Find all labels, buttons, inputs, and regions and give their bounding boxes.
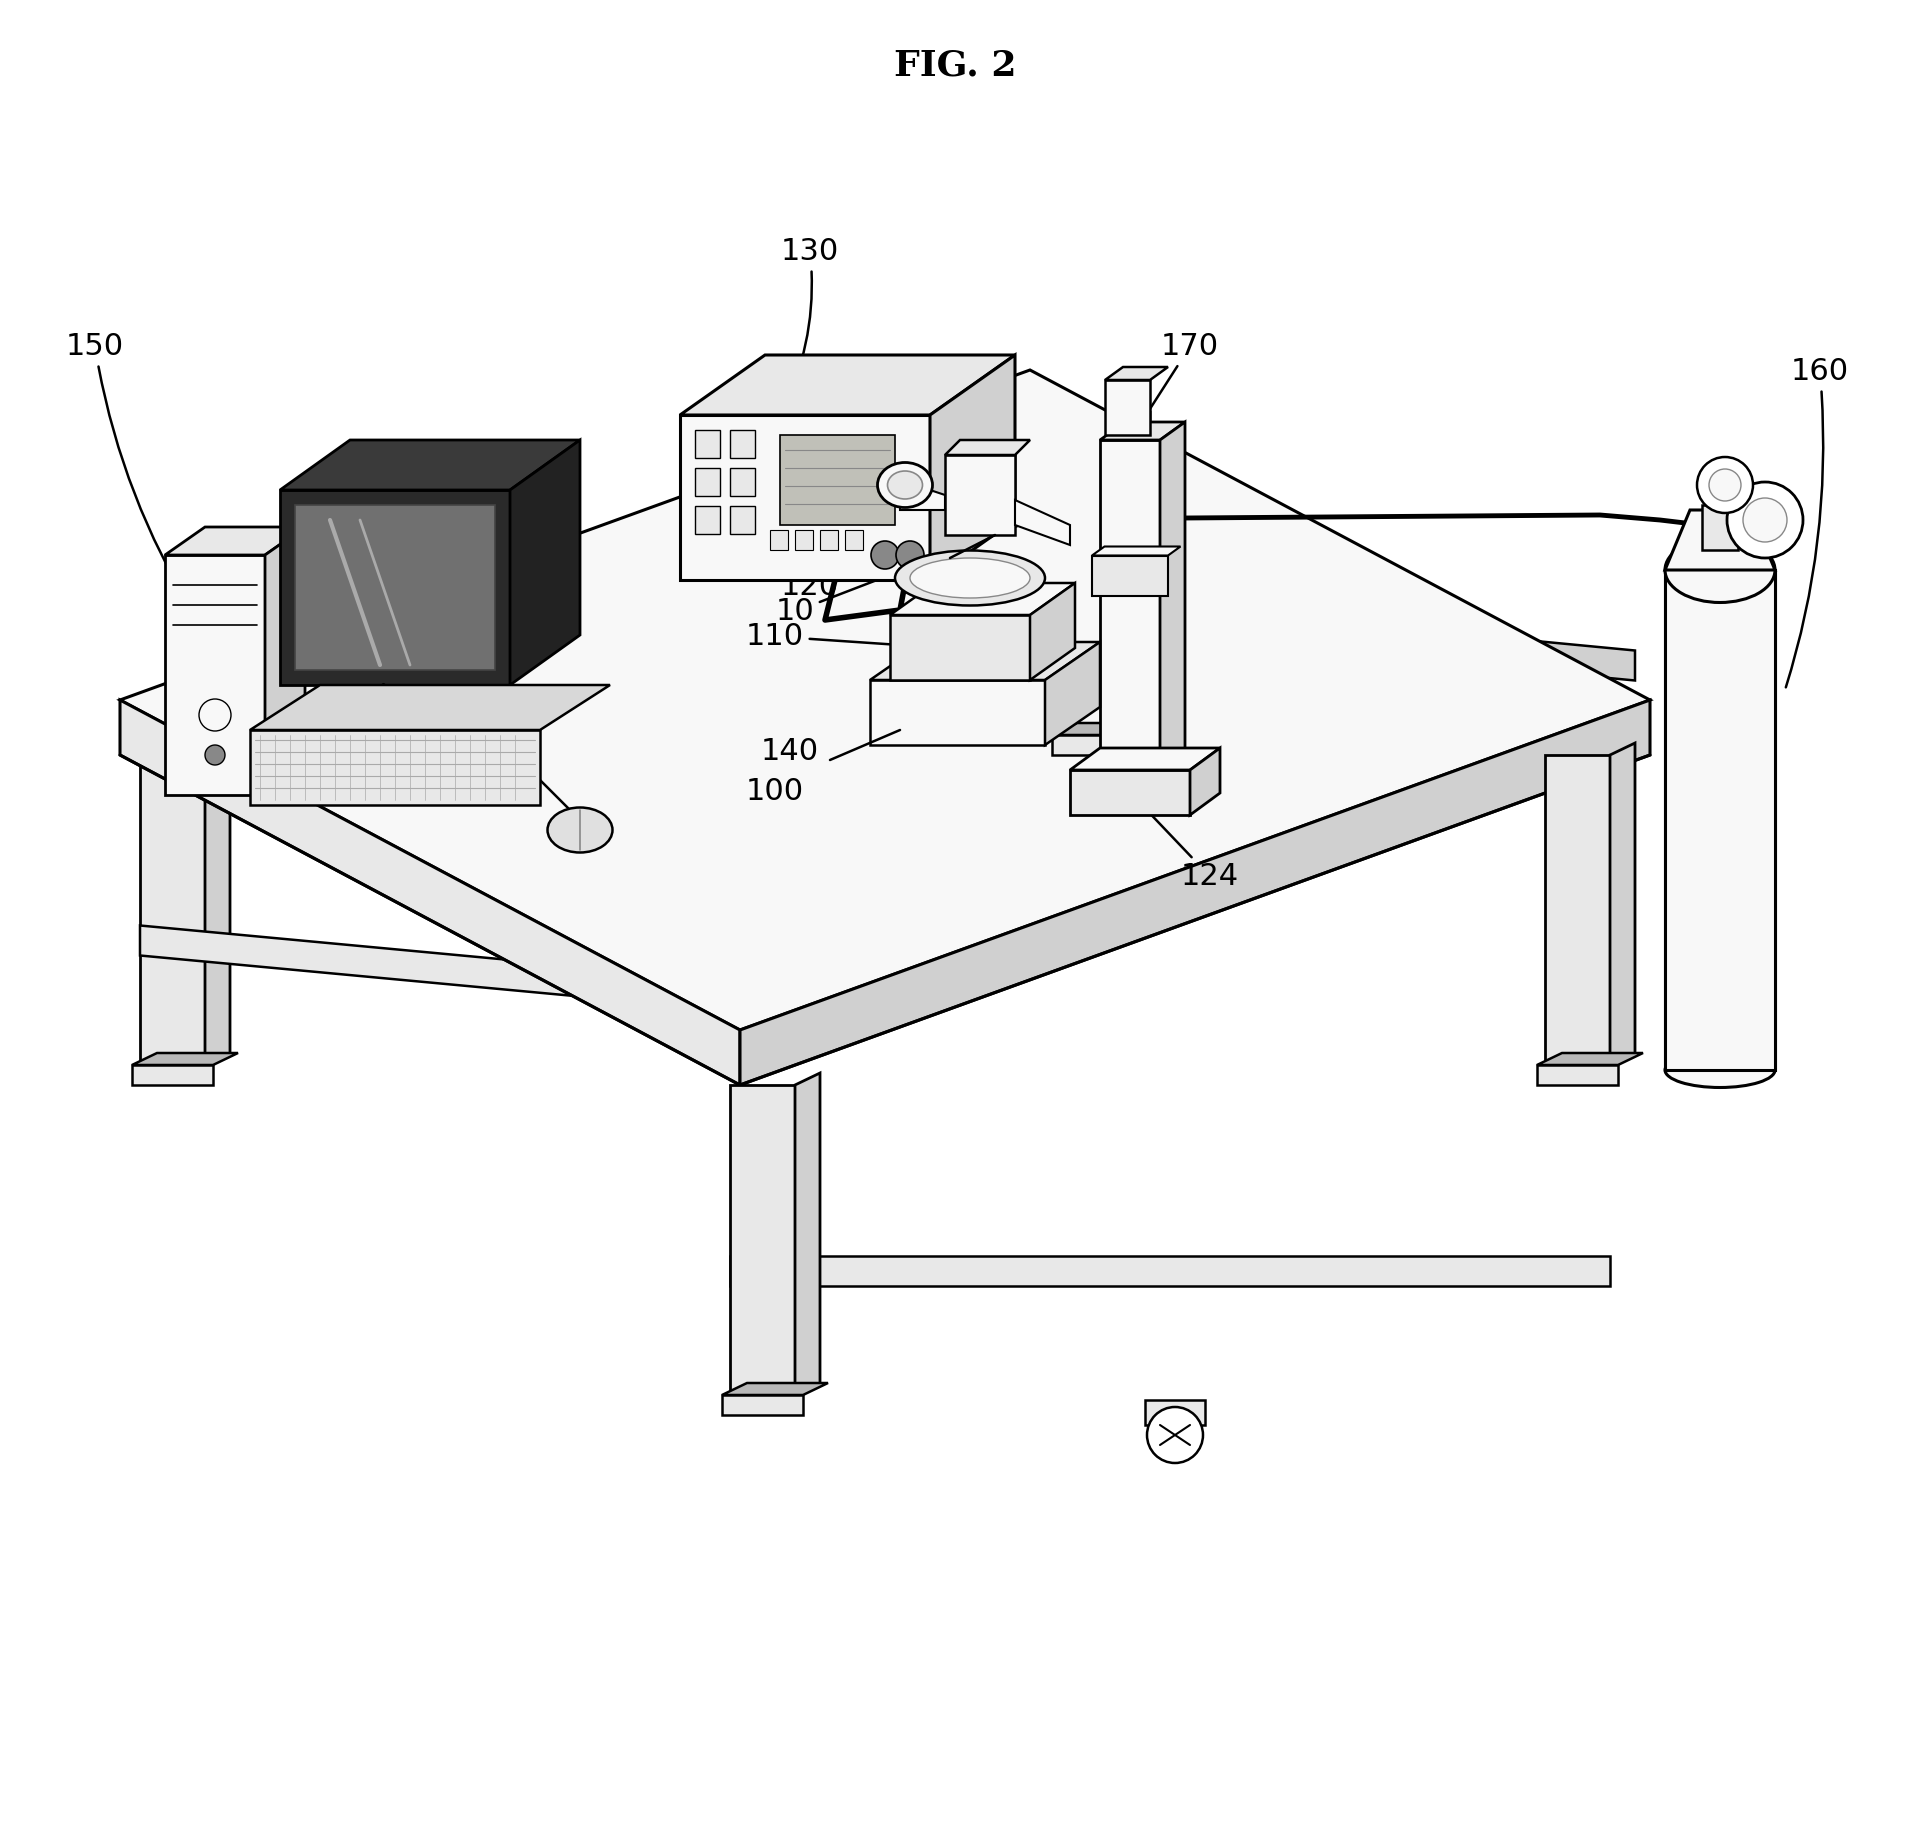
Polygon shape xyxy=(204,743,229,1066)
Ellipse shape xyxy=(877,462,933,507)
Polygon shape xyxy=(730,506,755,535)
Polygon shape xyxy=(1664,509,1775,569)
Polygon shape xyxy=(1609,743,1636,1066)
Polygon shape xyxy=(730,1256,1609,1285)
Polygon shape xyxy=(730,1086,795,1394)
Polygon shape xyxy=(120,701,740,1086)
Polygon shape xyxy=(344,721,445,739)
Polygon shape xyxy=(1091,555,1168,595)
Ellipse shape xyxy=(1664,538,1775,602)
Polygon shape xyxy=(1101,440,1160,770)
Polygon shape xyxy=(696,467,720,496)
Polygon shape xyxy=(946,454,1015,535)
Polygon shape xyxy=(931,356,1015,580)
Circle shape xyxy=(204,745,225,765)
Text: 124: 124 xyxy=(1131,794,1238,891)
Polygon shape xyxy=(722,1394,803,1414)
Polygon shape xyxy=(946,440,1030,454)
Polygon shape xyxy=(1030,582,1076,681)
Polygon shape xyxy=(1051,723,1158,735)
Polygon shape xyxy=(870,642,1101,681)
Polygon shape xyxy=(1191,748,1219,816)
Polygon shape xyxy=(740,701,1649,1086)
Polygon shape xyxy=(281,440,581,489)
Polygon shape xyxy=(120,370,1649,1029)
Text: 170: 170 xyxy=(1131,332,1219,438)
Polygon shape xyxy=(722,1383,827,1394)
Polygon shape xyxy=(1051,735,1133,756)
Circle shape xyxy=(1728,482,1802,558)
Circle shape xyxy=(896,540,925,569)
Circle shape xyxy=(1697,456,1752,513)
Polygon shape xyxy=(820,529,839,549)
Polygon shape xyxy=(1664,569,1775,1069)
Polygon shape xyxy=(870,681,1045,745)
Polygon shape xyxy=(1070,770,1191,816)
Text: 160: 160 xyxy=(1787,358,1850,688)
Polygon shape xyxy=(140,756,204,1066)
Ellipse shape xyxy=(887,471,923,498)
Polygon shape xyxy=(1536,1066,1619,1086)
Polygon shape xyxy=(780,434,894,526)
Polygon shape xyxy=(696,506,720,535)
Polygon shape xyxy=(510,440,581,684)
Polygon shape xyxy=(1101,422,1185,440)
Polygon shape xyxy=(164,555,266,796)
Polygon shape xyxy=(891,582,1076,615)
Polygon shape xyxy=(1015,500,1070,546)
Circle shape xyxy=(1743,498,1787,542)
Circle shape xyxy=(1147,1407,1204,1464)
Polygon shape xyxy=(294,506,495,670)
Polygon shape xyxy=(1126,412,1150,735)
Text: 150: 150 xyxy=(67,332,193,613)
Text: 140: 140 xyxy=(761,737,820,766)
Circle shape xyxy=(1708,469,1741,502)
Text: 100: 100 xyxy=(745,777,805,807)
Polygon shape xyxy=(795,1073,820,1394)
Polygon shape xyxy=(845,529,864,549)
Polygon shape xyxy=(1160,422,1185,770)
Ellipse shape xyxy=(1664,1053,1775,1088)
Ellipse shape xyxy=(910,558,1030,599)
Polygon shape xyxy=(1061,425,1126,735)
Polygon shape xyxy=(680,356,1015,414)
Ellipse shape xyxy=(547,807,613,852)
Polygon shape xyxy=(730,431,755,458)
Polygon shape xyxy=(730,467,755,496)
Polygon shape xyxy=(1145,1400,1206,1425)
Polygon shape xyxy=(281,489,510,684)
Polygon shape xyxy=(900,480,946,509)
Polygon shape xyxy=(795,529,812,549)
Polygon shape xyxy=(250,730,541,805)
Polygon shape xyxy=(1061,595,1636,681)
Polygon shape xyxy=(132,1053,239,1066)
Text: 130: 130 xyxy=(782,237,839,412)
Circle shape xyxy=(199,699,231,732)
Text: FIG. 2: FIG. 2 xyxy=(894,47,1017,82)
Polygon shape xyxy=(164,527,306,555)
Text: 110: 110 xyxy=(745,622,898,652)
Polygon shape xyxy=(1703,506,1737,549)
Polygon shape xyxy=(250,684,610,730)
Polygon shape xyxy=(1536,1053,1643,1066)
Polygon shape xyxy=(680,414,931,580)
Polygon shape xyxy=(770,529,787,549)
Polygon shape xyxy=(696,431,720,458)
Polygon shape xyxy=(266,527,306,796)
Polygon shape xyxy=(1544,756,1609,1066)
Text: 10: 10 xyxy=(776,526,1017,626)
Polygon shape xyxy=(1105,367,1168,380)
Polygon shape xyxy=(132,1066,212,1086)
Polygon shape xyxy=(1091,546,1181,555)
Polygon shape xyxy=(140,925,730,1011)
Polygon shape xyxy=(1105,380,1150,434)
Polygon shape xyxy=(1045,642,1101,745)
Ellipse shape xyxy=(894,551,1045,606)
Polygon shape xyxy=(891,615,1030,681)
Text: 120: 120 xyxy=(782,516,957,600)
Circle shape xyxy=(871,540,898,569)
Polygon shape xyxy=(1070,748,1219,770)
